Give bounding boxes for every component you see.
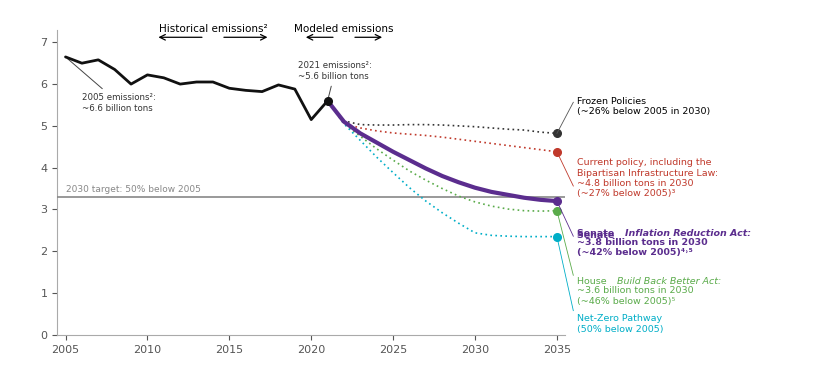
Text: Inflation Reduction Act:: Inflation Reduction Act: (625, 229, 751, 238)
Text: Build Back Better Act:: Build Back Better Act: (617, 277, 721, 286)
Text: ~3.8 billion tons in 2030
(~42% below 2005)⁴˒⁵: ~3.8 billion tons in 2030 (~42% below 20… (577, 238, 708, 257)
Text: 2005 emissions²:
~6.6 billion tons: 2005 emissions²: ~6.6 billion tons (68, 59, 156, 113)
Text: ~3.6 billion tons in 2030
(~46% below 2005)⁵: ~3.6 billion tons in 2030 (~46% below 20… (577, 286, 694, 306)
Text: Modeled emissions: Modeled emissions (294, 24, 394, 34)
Text: Current policy, including the
Bipartisan Infrastructure Law:
~4.8 billion tons i: Current policy, including the Bipartisan… (577, 158, 718, 198)
Text: House: House (577, 277, 610, 286)
Text: Historical emissions²: Historical emissions² (159, 24, 267, 34)
Text: 2021 emissions²:
~5.6 billion tons: 2021 emissions²: ~5.6 billion tons (298, 61, 372, 98)
Text: Senate: Senate (577, 229, 618, 238)
Text: Net-Zero Pathway
(50% below 2005): Net-Zero Pathway (50% below 2005) (577, 314, 664, 334)
Text: Frozen Policies
(~26% below 2005 in 2030): Frozen Policies (~26% below 2005 in 2030… (577, 97, 711, 116)
Text: 2030 target: 50% below 2005: 2030 target: 50% below 2005 (66, 185, 201, 195)
Text: Senate: Senate (577, 231, 618, 240)
